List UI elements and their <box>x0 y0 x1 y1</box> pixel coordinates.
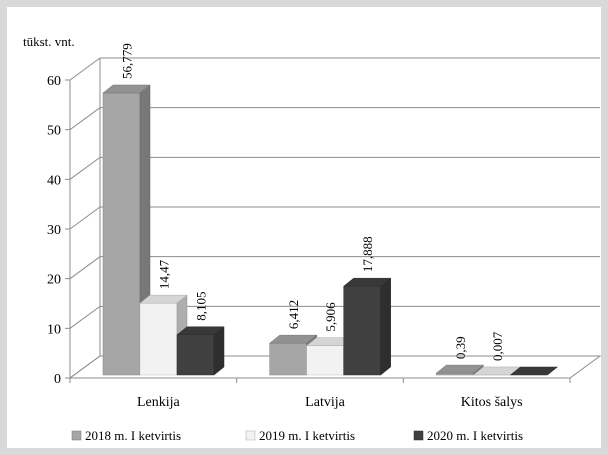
data-label: 56,779 <box>120 43 135 79</box>
bar-side <box>380 277 391 376</box>
bar <box>342 277 392 376</box>
x-axis: Lenkija Latvija Kitos šalys <box>69 378 571 410</box>
data-label: 0,007 <box>490 331 505 361</box>
bars <box>102 84 559 376</box>
data-label: 14,47 <box>157 259 172 289</box>
gridline <box>69 57 600 81</box>
bar-top <box>102 84 151 94</box>
data-label: 8,105 <box>194 291 209 320</box>
data-label: 17,888 <box>360 236 375 272</box>
legend-swatch <box>413 430 424 441</box>
gridline <box>69 156 600 180</box>
bar-front <box>139 302 178 376</box>
y-tick-label: 30 <box>47 223 61 238</box>
bar-top <box>509 366 559 376</box>
bar-top <box>435 364 485 374</box>
legend-item: 2019 m. I ketvirtis <box>245 428 355 443</box>
gridlines <box>69 57 600 379</box>
y-unit-label: tūkst. vnt. <box>23 34 75 49</box>
legend-swatch <box>71 430 82 441</box>
gridline <box>69 206 600 230</box>
gridline <box>69 256 600 280</box>
bar-top <box>176 326 225 335</box>
y-tick-label: 0 <box>54 372 61 387</box>
legend-label: 2019 m. I ketvirtis <box>259 428 355 443</box>
data-label: 0,39 <box>453 336 468 359</box>
bar-front <box>102 92 141 376</box>
bar-top <box>139 294 188 304</box>
bar-front <box>436 372 474 376</box>
y-tick-label: 60 <box>47 74 61 89</box>
y-tick-label: 20 <box>47 273 61 288</box>
x-category-label: Kitos šalys <box>461 395 523 410</box>
legend-item: 2020 m. I ketvirtis <box>413 428 523 443</box>
data-label: 5,906 <box>323 302 338 332</box>
data-labels: 56,779 14,47 8,105 6,412 5,906 17,888 0,39 0,00… <box>120 43 505 361</box>
legend: 2018 m. I ketvirtis 2019 m. I ketvirtis 20… <box>71 428 523 443</box>
bar-top <box>268 334 318 344</box>
y-tick-label: 50 <box>47 124 61 139</box>
gridline <box>69 355 600 379</box>
bar-front <box>176 334 215 376</box>
legend-label: 2018 m. I ketvirtis <box>85 428 181 443</box>
y-tick-label: 40 <box>47 173 61 188</box>
bar-front <box>343 285 381 376</box>
bar-top <box>342 277 392 287</box>
bar-front <box>306 345 344 376</box>
legend-swatch <box>245 430 256 441</box>
y-axis: 0 10 20 30 40 50 60 <box>47 74 70 387</box>
bar <box>176 326 225 376</box>
y-tick-label: 10 <box>47 322 61 337</box>
legend-label: 2020 m. I ketvirtis <box>427 428 523 443</box>
x-category-label: Lenkija <box>137 395 181 410</box>
bar-front <box>269 342 307 376</box>
legend-item: 2018 m. I ketvirtis <box>71 428 181 443</box>
gridline <box>69 305 600 329</box>
x-category-label: Latvija <box>305 395 345 410</box>
bar-side <box>213 326 225 376</box>
gridline <box>69 107 600 131</box>
data-label: 6,412 <box>286 300 301 329</box>
bar <box>509 366 559 376</box>
